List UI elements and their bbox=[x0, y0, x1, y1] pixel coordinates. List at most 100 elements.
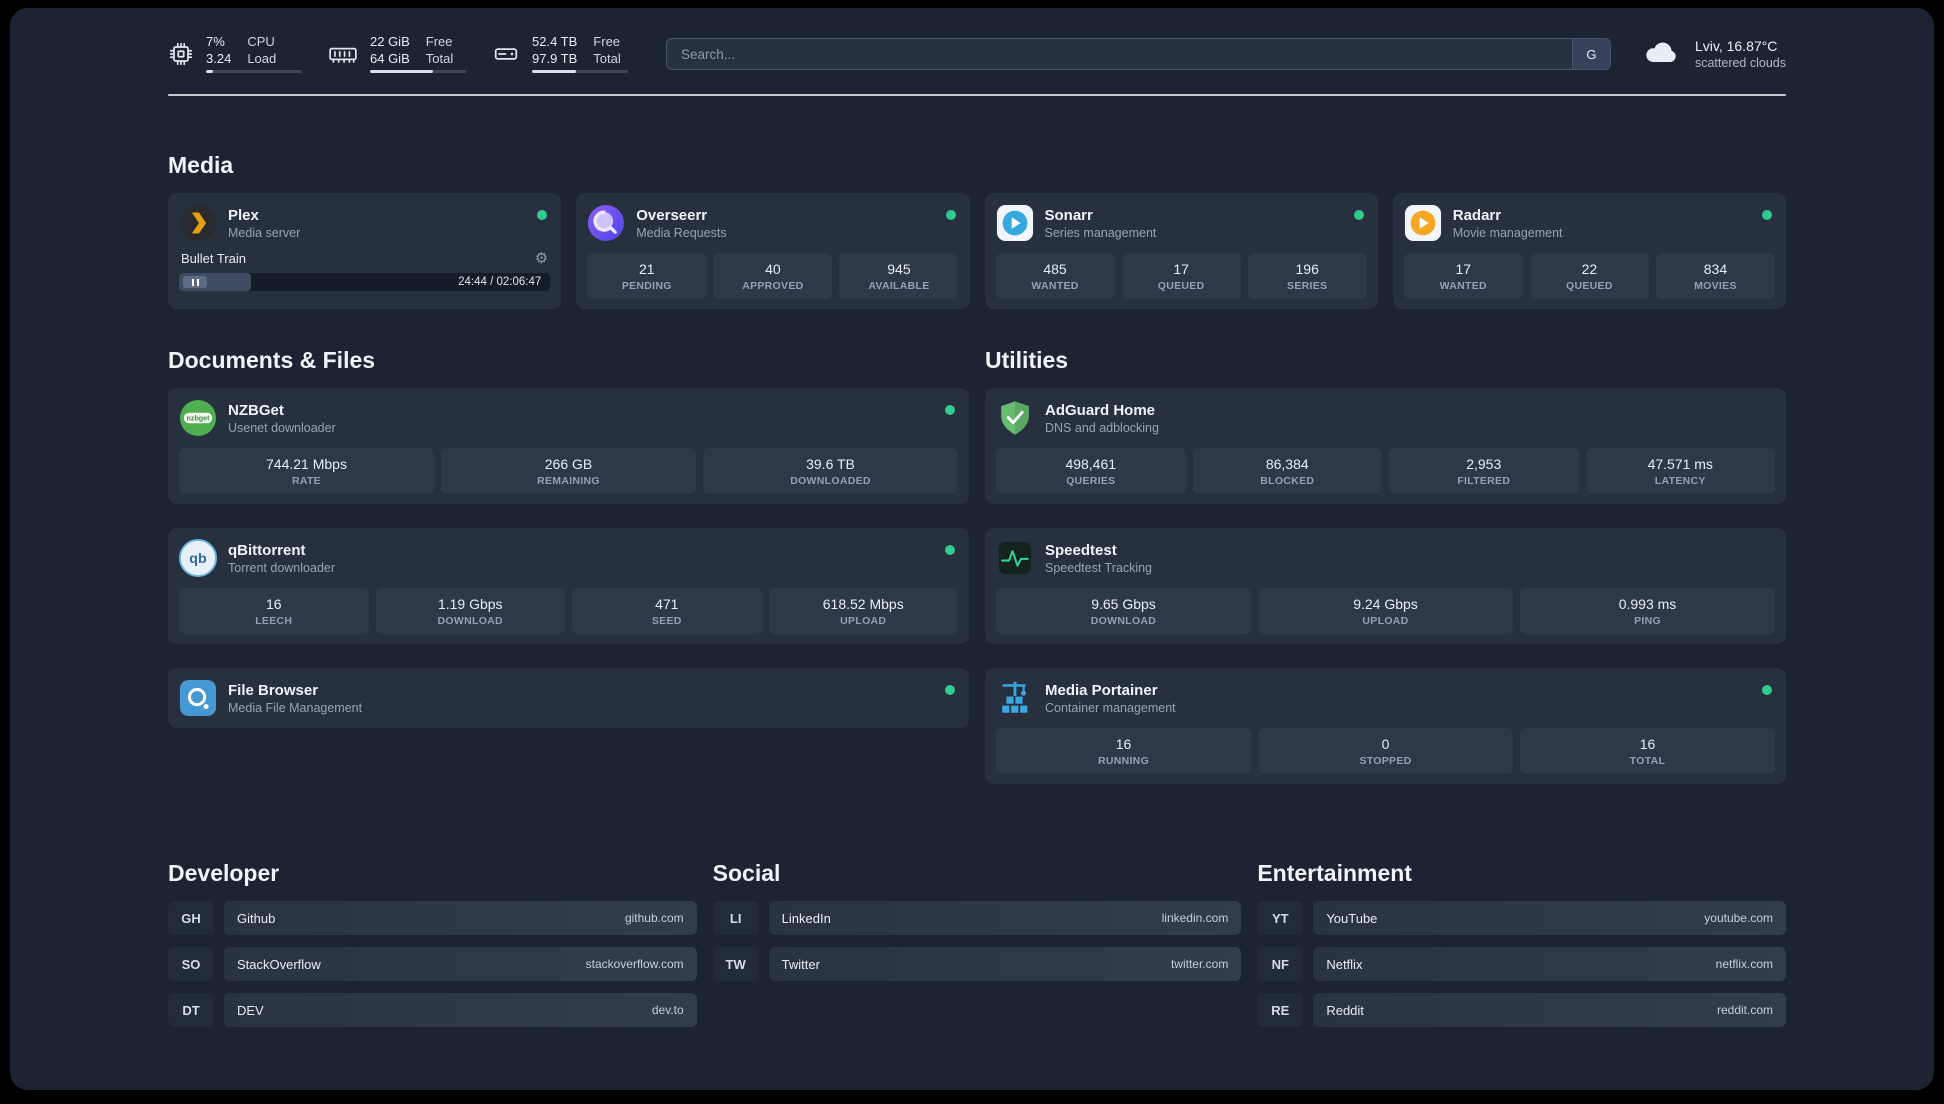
service-card-nzbget[interactable]: nzbget NZBGet Usenet downloader 74 bbox=[168, 388, 969, 504]
memory-free-label: Free bbox=[425, 33, 453, 49]
speedtest-icon bbox=[996, 539, 1034, 577]
disk-usage-bar bbox=[532, 70, 628, 74]
bookmark-netflix[interactable]: NF Netflix netflix.com bbox=[1257, 947, 1786, 981]
service-card-adguard[interactable]: AdGuard Home DNS and adblocking 498,461 … bbox=[985, 388, 1786, 504]
stat-download: 1.19 Gbps DOWNLOAD bbox=[375, 588, 565, 634]
stat-stopped: 0 STOPPED bbox=[1258, 728, 1513, 774]
memory-total-label: Total bbox=[425, 50, 454, 66]
bookmark-url: youtube.com bbox=[1704, 911, 1773, 925]
stat-total: 16 TOTAL bbox=[1520, 728, 1775, 774]
service-card-plex[interactable]: Plex Media server Bullet Train ⚙ bbox=[168, 193, 562, 309]
now-playing-title: Bullet Train bbox=[181, 251, 247, 266]
radarr-icon bbox=[1404, 204, 1442, 242]
bookmark-stackoverflow[interactable]: SO StackOverflow stackoverflow.com bbox=[168, 947, 697, 981]
bookmark-github[interactable]: GH Github github.com bbox=[168, 901, 697, 935]
service-card-filebrowser[interactable]: File Browser Media File Management bbox=[168, 668, 969, 728]
stat-wanted: 485 WANTED bbox=[995, 253, 1115, 299]
disk-stats-widget: 52.4 TB 97.9 TB Free Total bbox=[492, 33, 628, 74]
service-desc: Series management bbox=[1044, 225, 1157, 240]
section-title-developer: Developer bbox=[168, 860, 280, 886]
bookmark-url: dev.to bbox=[651, 1003, 684, 1017]
bookmark-abbr: LI bbox=[712, 901, 759, 935]
bookmark-abbr: GH bbox=[168, 901, 214, 935]
bookmark-name: Netflix bbox=[1326, 956, 1363, 972]
bookmark-url: linkedin.com bbox=[1161, 911, 1229, 925]
service-name: Media Portainer bbox=[1045, 681, 1158, 699]
status-dot bbox=[1762, 685, 1772, 695]
bookmark-url: github.com bbox=[624, 911, 684, 925]
search-input[interactable] bbox=[667, 39, 1572, 69]
section-title-media: Media bbox=[168, 152, 234, 178]
now-playing-widget: Bullet Train ⚙ 24:44 / 02:06:47 bbox=[179, 249, 551, 291]
gear-icon[interactable]: ⚙ bbox=[534, 250, 549, 267]
section-entertainment: Entertainment YT YouTube youtube.com NF … bbox=[1257, 860, 1786, 1027]
weather-location: Lviv, 16.87°C bbox=[1694, 38, 1778, 54]
service-card-portainer[interactable]: Media Portainer Container management 16 … bbox=[985, 668, 1786, 784]
svg-text:nzbget: nzbget bbox=[187, 415, 211, 423]
service-desc: Media Requests bbox=[636, 225, 727, 240]
service-card-sonarr[interactable]: Sonarr Series management 485 WANTED 17 Q… bbox=[984, 193, 1378, 309]
bookmark-url: stackoverflow.com bbox=[585, 957, 684, 971]
bookmark-twitter[interactable]: TW Twitter twitter.com bbox=[712, 947, 1242, 981]
service-card-qbittorrent[interactable]: qb qBittorrent Torrent downloader bbox=[168, 528, 969, 644]
stat-remaining: 266 GB REMAINING bbox=[441, 448, 696, 494]
bookmark-linkedin[interactable]: LI LinkedIn linkedin.com bbox=[712, 901, 1242, 935]
bookmark-name: YouTube bbox=[1326, 910, 1378, 926]
cpu-load-value: 3.24 bbox=[206, 50, 232, 66]
search-provider-button[interactable]: G bbox=[1571, 39, 1610, 69]
playback-progress-bar: 24:44 / 02:06:47 bbox=[179, 273, 551, 291]
section-title-utilities: Utilities bbox=[985, 347, 1069, 373]
status-dot bbox=[945, 405, 955, 415]
section-developer: Developer GH Github github.com SO StackO… bbox=[168, 860, 697, 1027]
stat-queued: 22 QUEUED bbox=[1529, 253, 1649, 299]
stat-queued: 17 QUEUED bbox=[1121, 253, 1241, 299]
service-name: Sonarr bbox=[1044, 206, 1093, 224]
sonarr-icon bbox=[996, 204, 1034, 242]
svg-text:qb: qb bbox=[189, 551, 207, 567]
disk-free-value: 52.4 TB bbox=[532, 33, 578, 49]
bookmark-abbr: TW bbox=[712, 947, 759, 981]
filebrowser-icon bbox=[179, 679, 217, 717]
bookmark-url: twitter.com bbox=[1170, 957, 1229, 971]
bookmark-youtube[interactable]: YT YouTube youtube.com bbox=[1257, 901, 1786, 935]
dashboard-page: 7% 3.24 CPU Load bbox=[10, 8, 1934, 1090]
section-title-documents: Documents & Files bbox=[168, 347, 376, 373]
stat-available: 945 AVAILABLE bbox=[839, 253, 959, 299]
status-dot bbox=[945, 210, 956, 220]
memory-free-value: 22 GiB bbox=[370, 33, 410, 49]
service-card-radarr[interactable]: Radarr Movie management 17 WANTED 22 QUE… bbox=[1392, 193, 1786, 309]
stat-blocked: 86,384 BLOCKED bbox=[1192, 448, 1382, 494]
stat-approved: 40 APPROVED bbox=[713, 253, 833, 299]
bookmark-dev[interactable]: DT DEV dev.to bbox=[168, 993, 697, 1027]
bookmark-url: reddit.com bbox=[1716, 1003, 1773, 1017]
section-title-social: Social bbox=[712, 860, 781, 886]
memory-icon bbox=[328, 41, 358, 67]
memory-usage-bar bbox=[370, 70, 466, 74]
service-desc: Movie management bbox=[1452, 225, 1563, 240]
service-card-speedtest[interactable]: Speedtest Speedtest Tracking 9.65 Gbps D… bbox=[985, 528, 1786, 644]
stat-upload: 618.52 Mbps UPLOAD bbox=[768, 588, 958, 634]
service-name: qBittorrent bbox=[228, 541, 306, 559]
cloud-icon bbox=[1641, 37, 1683, 72]
stat-filtered: 2,953 FILTERED bbox=[1389, 448, 1579, 494]
status-dot bbox=[945, 545, 955, 555]
playback-time: 24:44 / 02:06:47 bbox=[458, 276, 542, 288]
status-dot bbox=[537, 210, 548, 220]
bookmark-abbr: SO bbox=[168, 947, 214, 981]
pause-button[interactable] bbox=[183, 276, 207, 288]
service-card-overseerr[interactable]: Overseerr Media Requests 21 PENDING 40 A… bbox=[576, 193, 970, 309]
portainer-icon bbox=[996, 679, 1034, 717]
weather-widget[interactable]: Lviv, 16.87°C scattered clouds bbox=[1641, 37, 1786, 72]
adguard-icon bbox=[996, 399, 1034, 437]
stat-rate: 744.21 Mbps RATE bbox=[179, 448, 434, 494]
disk-total-value: 97.9 TB bbox=[532, 50, 578, 66]
bookmark-reddit[interactable]: RE Reddit reddit.com bbox=[1257, 993, 1786, 1027]
service-desc: Container management bbox=[1045, 700, 1176, 715]
section-media: Media Plex Media server bbox=[168, 152, 1786, 309]
service-name: Radarr bbox=[1452, 206, 1502, 224]
section-documents: Documents & Files nzbget bbox=[168, 347, 969, 728]
service-name: Overseerr bbox=[636, 206, 708, 224]
bookmark-abbr: DT bbox=[168, 993, 214, 1027]
qbittorrent-icon: qb bbox=[179, 539, 217, 577]
service-name: Speedtest bbox=[1045, 541, 1117, 559]
